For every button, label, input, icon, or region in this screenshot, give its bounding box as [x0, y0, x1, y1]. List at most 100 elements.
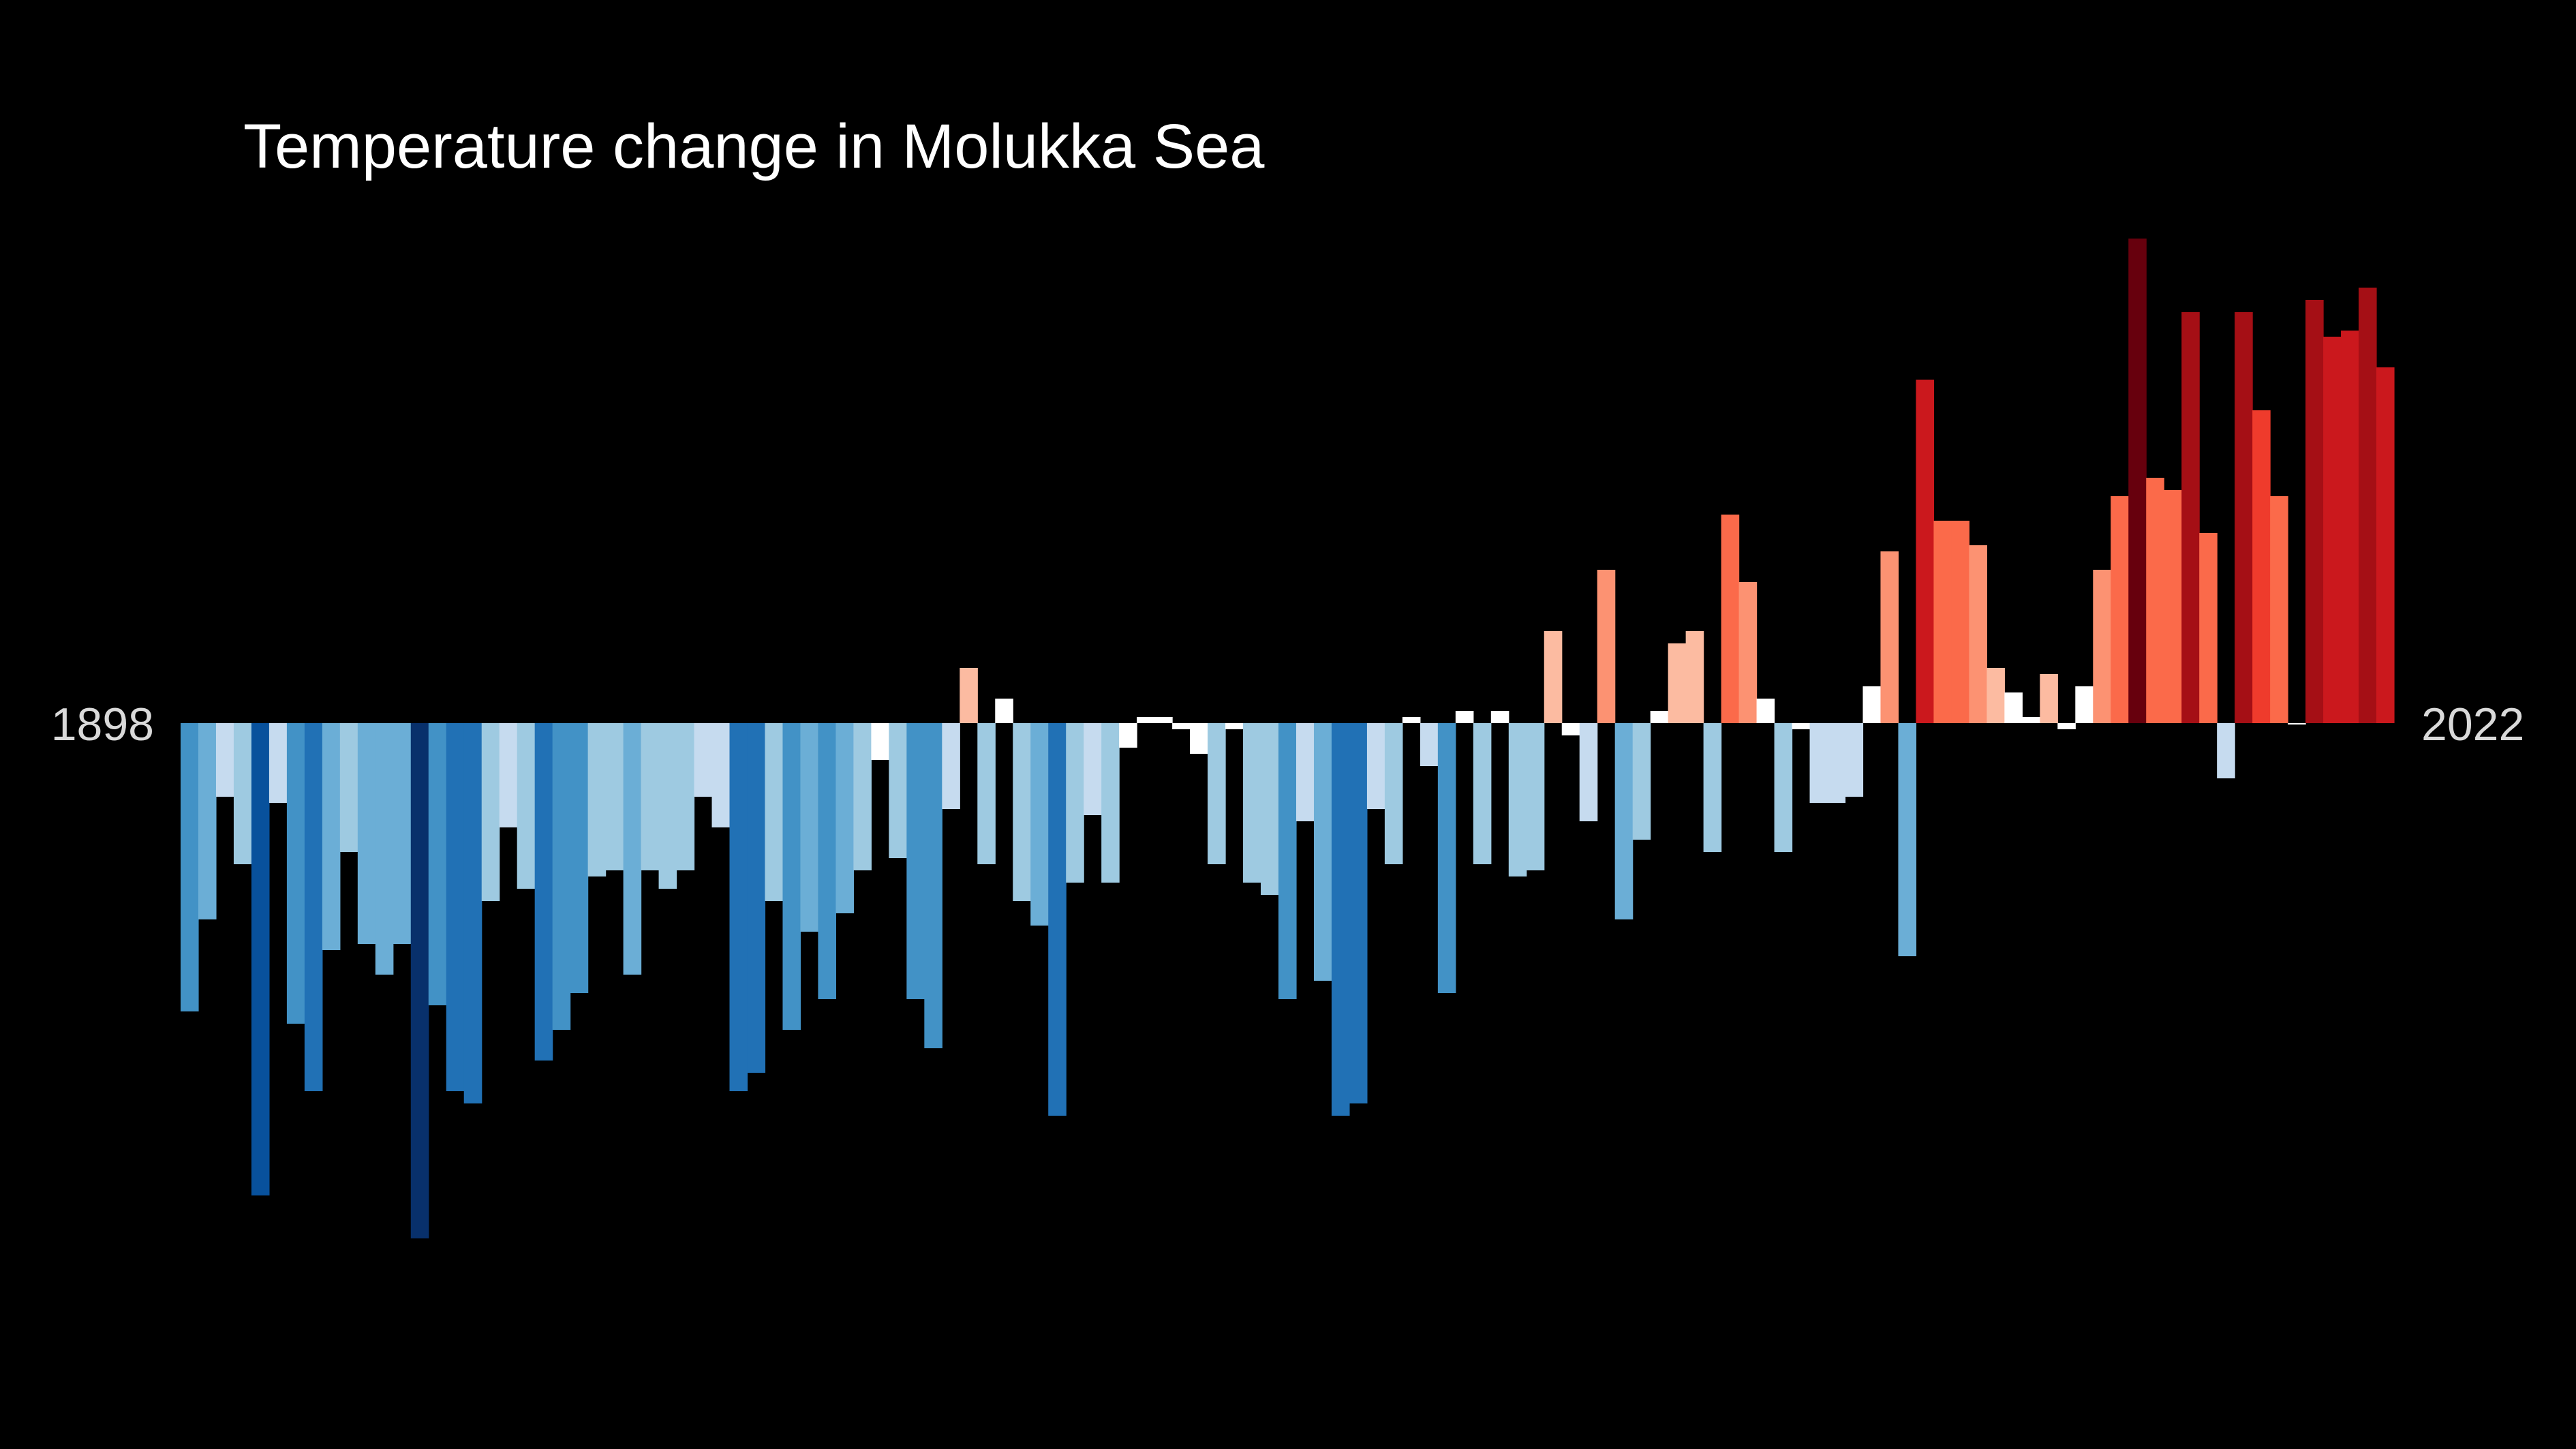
bar-1913 [446, 723, 465, 1091]
bar-1927 [694, 723, 713, 797]
chart-title: Temperature change in Molukka Sea [243, 112, 1265, 181]
bar-1987 [1756, 699, 1775, 723]
bar-1993 [1862, 686, 1882, 723]
bar-1985 [1721, 515, 1740, 723]
bar-1940 [924, 723, 942, 1048]
bar-2010 [2164, 490, 2182, 723]
bar-1966 [1384, 723, 1403, 864]
bar-1968 [1420, 723, 1439, 766]
bar-1956 [1208, 723, 1226, 864]
bar-1933 [800, 723, 819, 932]
bar-1911 [410, 723, 429, 1238]
bar-2013 [2217, 723, 2235, 778]
bar-1990 [1809, 723, 1828, 803]
bar-1949 [1084, 723, 1102, 815]
bar-1930 [747, 723, 766, 1073]
bar-1995 [1898, 723, 1917, 956]
bar-2008 [2128, 239, 2147, 723]
bar-1935 [835, 723, 854, 913]
bar-1951 [1119, 723, 1137, 748]
bar-1918 [534, 723, 553, 1061]
bar-1931 [765, 723, 784, 901]
bar-1975 [1544, 631, 1563, 723]
bar-1907 [339, 723, 358, 852]
bar-1984 [1703, 723, 1722, 852]
bar-1989 [1792, 723, 1811, 729]
bar-1980 [1632, 723, 1651, 840]
bar-1945 [1013, 723, 1031, 901]
bar-1991 [1827, 723, 1846, 803]
bar-1967 [1402, 717, 1421, 723]
bar-1972 [1490, 711, 1509, 723]
bar-1912 [428, 723, 447, 1005]
bar-1950 [1101, 723, 1120, 883]
bar-1900 [215, 723, 234, 797]
bar-1928 [711, 723, 731, 827]
bar-1915 [481, 723, 500, 901]
bar-1919 [552, 723, 571, 1030]
bar-1934 [818, 723, 836, 999]
bar-1983 [1685, 631, 1704, 723]
bar-2017 [2288, 723, 2306, 724]
bar-2015 [2252, 410, 2271, 723]
bar-2022 [2376, 367, 2395, 723]
bar-2005 [2075, 686, 2094, 723]
bar-2006 [2093, 570, 2111, 723]
bar-1997 [1933, 521, 1952, 723]
bar-1910 [393, 723, 412, 944]
bar-2003 [2040, 674, 2058, 723]
bar-2020 [2341, 331, 2359, 723]
bar-1969 [1437, 723, 1456, 993]
bar-1942 [960, 668, 978, 723]
bar-2011 [2181, 312, 2200, 723]
bar-1923 [623, 723, 642, 975]
bar-2014 [2235, 312, 2253, 723]
bar-1948 [1066, 723, 1084, 883]
bar-1961 [1295, 723, 1315, 821]
bar-1992 [1845, 723, 1864, 797]
bar-1944 [995, 699, 1013, 723]
bar-1898 [181, 723, 199, 1011]
bar-1955 [1190, 723, 1208, 754]
bar-1982 [1668, 643, 1687, 723]
bar-1965 [1366, 723, 1385, 809]
end-year-label: 2022 [2421, 699, 2524, 750]
bar-1998 [1951, 521, 1969, 723]
bar-1979 [1614, 723, 1634, 919]
bar-1903 [269, 723, 288, 803]
bar-1939 [906, 723, 925, 999]
bar-1902 [251, 723, 270, 1195]
bar-2019 [2323, 337, 2342, 723]
bar-1977 [1579, 723, 1598, 821]
bar-1952 [1137, 717, 1155, 723]
bar-1937 [871, 723, 889, 760]
bar-1936 [853, 723, 872, 870]
bar-1959 [1261, 723, 1279, 895]
bar-2018 [2305, 300, 2324, 723]
bar-1999 [1969, 545, 1987, 723]
bar-1957 [1225, 723, 1244, 729]
bar-1994 [1880, 551, 1899, 723]
bar-2001 [2004, 692, 2023, 723]
bar-1970 [1455, 711, 1474, 723]
bar-1960 [1278, 723, 1297, 999]
bar-1947 [1048, 723, 1067, 1116]
bar-1988 [1774, 723, 1793, 852]
bar-1946 [1030, 723, 1049, 926]
bar-2004 [2057, 723, 2076, 729]
bar-1901 [233, 723, 252, 864]
bar-2007 [2111, 496, 2129, 723]
bar-2021 [2359, 288, 2377, 723]
bar-1971 [1473, 723, 1492, 864]
bar-1908 [357, 723, 376, 944]
bar-1958 [1243, 723, 1261, 883]
bar-2016 [2270, 496, 2288, 723]
bar-1932 [782, 723, 801, 1030]
bar-2009 [2146, 478, 2164, 723]
bar-1964 [1349, 723, 1368, 1103]
bar-1917 [517, 723, 536, 889]
bar-1962 [1313, 723, 1332, 981]
bar-1924 [641, 723, 660, 870]
bar-1963 [1331, 723, 1350, 1116]
